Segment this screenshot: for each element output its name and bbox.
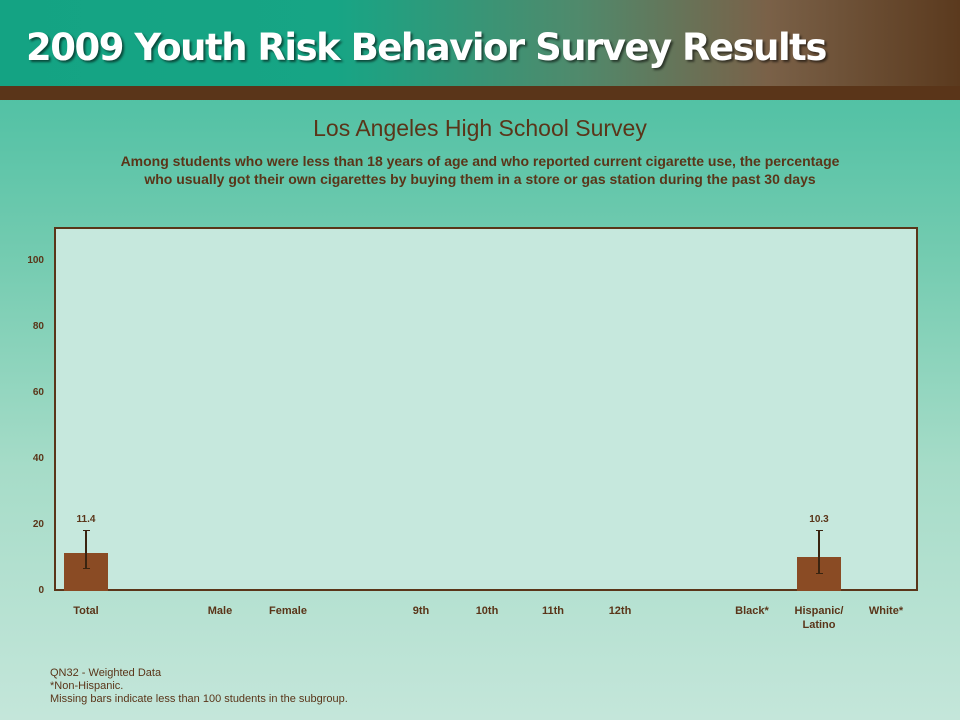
x-tick-label: 9th bbox=[412, 605, 430, 617]
error-bar bbox=[85, 529, 87, 568]
error-cap-bottom bbox=[815, 572, 823, 575]
footnote-non-hispanic: *Non-Hispanic. bbox=[50, 680, 124, 692]
header-divider bbox=[0, 86, 960, 100]
x-tick-label: Total bbox=[73, 605, 99, 617]
x-tick-label: 12th bbox=[608, 605, 632, 617]
error-cap-bottom bbox=[82, 567, 90, 570]
plot-area bbox=[54, 227, 918, 591]
x-tick-label: White* bbox=[868, 605, 904, 617]
data-label: 11.4 bbox=[76, 514, 96, 525]
x-tick-label: 11th bbox=[541, 605, 564, 617]
error-cap-top bbox=[815, 529, 823, 532]
x-tick-label: Female bbox=[269, 605, 307, 617]
y-tick-label: 100 bbox=[27, 255, 44, 266]
x-tick-label: Male bbox=[207, 605, 233, 617]
header-title: 2009 Youth Risk Behavior Survey Results bbox=[26, 26, 827, 69]
footnote-missing-bars: Missing bars indicate less than 100 stud… bbox=[50, 693, 348, 705]
x-tick-label: 10th bbox=[475, 605, 499, 617]
x-tick-label: Hispanic/Latino bbox=[794, 605, 844, 631]
chart-title: Los Angeles High School Survey bbox=[313, 115, 647, 141]
footnote-weighted: QN32 - Weighted Data bbox=[50, 667, 162, 679]
data-label: 10.3 bbox=[809, 514, 829, 525]
y-tick-label: 60 bbox=[32, 387, 44, 398]
x-tick-label: Black* bbox=[735, 605, 769, 617]
chart-subtitle-line-2: who usually got their own cigarettes by … bbox=[144, 171, 816, 187]
error-bar bbox=[818, 529, 820, 573]
y-tick-label: 20 bbox=[32, 519, 44, 530]
chart-subtitle: Among students who were less than 18 yea… bbox=[60, 152, 900, 188]
chart-subtitle-line-1: Among students who were less than 18 yea… bbox=[120, 153, 840, 169]
y-tick-label: 40 bbox=[32, 453, 44, 464]
header-banner: 2009 Youth Risk Behavior Survey Results bbox=[0, 0, 960, 86]
error-cap-top bbox=[82, 529, 90, 532]
y-tick-label: 0 bbox=[38, 585, 44, 596]
y-tick-label: 80 bbox=[32, 321, 44, 332]
